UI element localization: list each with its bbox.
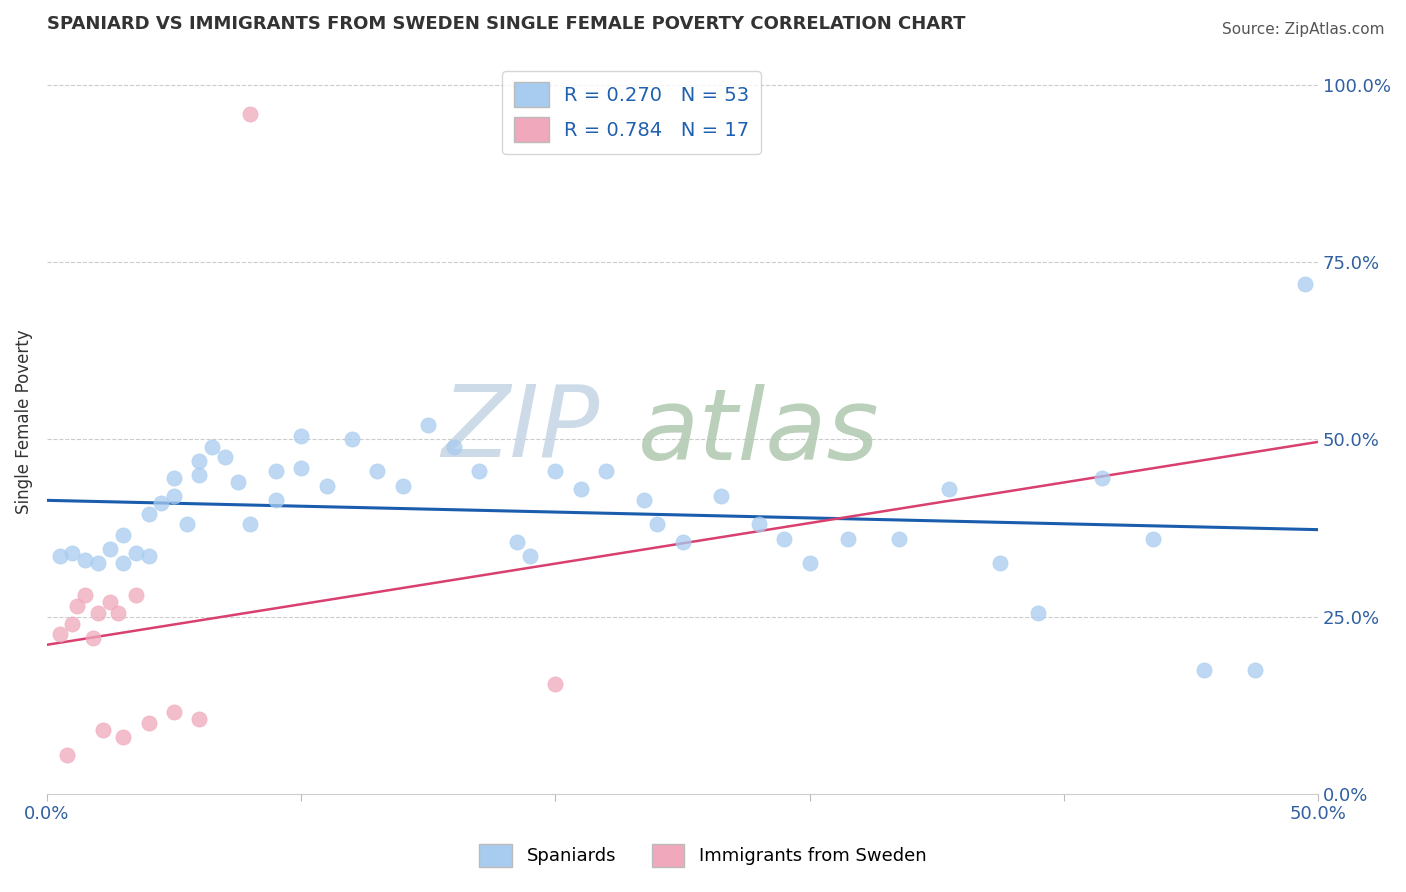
- Point: [87, 606, 110, 620]
- Point: [264, 464, 287, 478]
- Point: [239, 106, 262, 120]
- Point: [392, 478, 415, 492]
- Point: [188, 453, 211, 467]
- Text: ZIP: ZIP: [441, 381, 600, 478]
- Point: [290, 429, 312, 443]
- Point: [107, 606, 129, 620]
- Text: SPANIARD VS IMMIGRANTS FROM SWEDEN SINGLE FEMALE POVERTY CORRELATION CHART: SPANIARD VS IMMIGRANTS FROM SWEDEN SINGL…: [46, 15, 966, 33]
- Point: [150, 496, 173, 510]
- Point: [773, 532, 796, 546]
- Text: Source: ZipAtlas.com: Source: ZipAtlas.com: [1222, 22, 1385, 37]
- Point: [645, 517, 668, 532]
- Point: [887, 532, 910, 546]
- Point: [366, 464, 388, 478]
- Y-axis label: Single Female Poverty: Single Female Poverty: [15, 329, 32, 514]
- Point: [48, 549, 70, 564]
- Point: [799, 557, 821, 571]
- Point: [226, 475, 249, 489]
- Point: [56, 747, 79, 762]
- Legend: Spaniards, Immigrants from Sweden: Spaniards, Immigrants from Sweden: [472, 837, 934, 874]
- Point: [1192, 663, 1215, 677]
- Point: [87, 557, 110, 571]
- Point: [188, 712, 211, 726]
- Point: [468, 464, 491, 478]
- Point: [125, 546, 148, 560]
- Point: [595, 464, 617, 478]
- Point: [60, 616, 83, 631]
- Point: [138, 715, 160, 730]
- Point: [569, 482, 592, 496]
- Point: [125, 588, 148, 602]
- Point: [138, 549, 160, 564]
- Point: [112, 730, 135, 744]
- Point: [671, 535, 693, 549]
- Point: [837, 532, 859, 546]
- Point: [506, 535, 529, 549]
- Point: [100, 542, 122, 557]
- Legend: R = 0.270   N = 53, R = 0.784   N = 17: R = 0.270 N = 53, R = 0.784 N = 17: [502, 70, 761, 153]
- Point: [544, 464, 567, 478]
- Point: [988, 557, 1011, 571]
- Point: [544, 677, 567, 691]
- Point: [315, 478, 337, 492]
- Point: [60, 546, 83, 560]
- Point: [748, 517, 770, 532]
- Point: [1091, 471, 1114, 485]
- Point: [163, 471, 186, 485]
- Point: [163, 705, 186, 719]
- Point: [73, 553, 96, 567]
- Point: [163, 489, 186, 503]
- Point: [264, 492, 287, 507]
- Point: [48, 627, 70, 641]
- Point: [188, 467, 211, 482]
- Point: [938, 482, 960, 496]
- Point: [138, 507, 160, 521]
- Point: [418, 418, 440, 433]
- Point: [1294, 277, 1316, 291]
- Point: [214, 450, 236, 465]
- Point: [633, 492, 655, 507]
- Point: [443, 440, 465, 454]
- Point: [239, 517, 262, 532]
- Point: [176, 517, 198, 532]
- Text: atlas: atlas: [638, 384, 880, 482]
- Point: [73, 588, 96, 602]
- Point: [519, 549, 541, 564]
- Point: [290, 460, 312, 475]
- Point: [112, 557, 135, 571]
- Point: [100, 595, 122, 609]
- Point: [340, 433, 363, 447]
- Point: [91, 723, 114, 737]
- Point: [1243, 663, 1265, 677]
- Point: [112, 528, 135, 542]
- Point: [1142, 532, 1164, 546]
- Point: [201, 440, 224, 454]
- Point: [710, 489, 733, 503]
- Point: [1028, 606, 1050, 620]
- Point: [82, 631, 104, 645]
- Point: [66, 599, 89, 613]
